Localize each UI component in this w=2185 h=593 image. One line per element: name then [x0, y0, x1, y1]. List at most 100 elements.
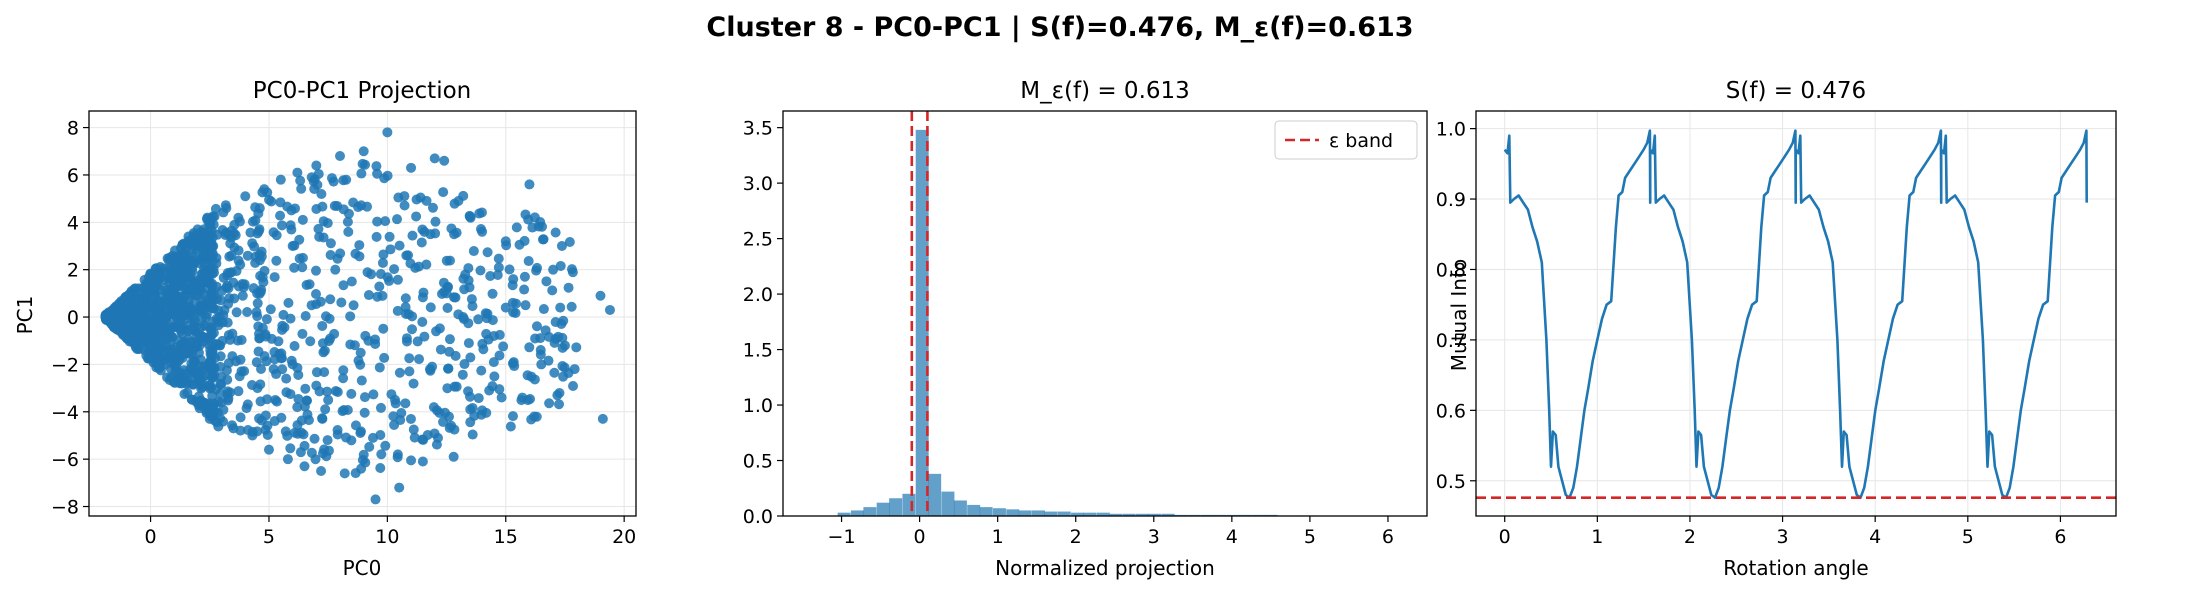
scatter-point	[235, 412, 246, 423]
scatter-xlabel: PC0	[343, 556, 382, 580]
scatter-point	[355, 428, 366, 439]
scatter-point	[541, 276, 552, 287]
scatter-point	[374, 281, 385, 292]
scatter-point	[566, 301, 577, 312]
scatter-point	[356, 168, 367, 179]
scatter-point	[532, 262, 543, 273]
scatter-point	[418, 287, 429, 298]
scatter-point	[254, 328, 265, 339]
scatter-point	[389, 264, 400, 275]
scatter-point	[477, 226, 488, 237]
scatter-point	[474, 208, 485, 219]
scatter-point	[425, 302, 436, 313]
scatter-point	[173, 376, 184, 386]
scatter-point	[404, 366, 415, 377]
mutual-info-line	[1503, 129, 2088, 499]
scatter-point	[372, 216, 383, 227]
scatter-point	[176, 339, 187, 350]
scatter-point	[555, 302, 566, 313]
scatter-point	[368, 389, 379, 400]
scatter-point	[568, 380, 579, 391]
scatter-point	[322, 435, 333, 446]
scatter-point	[221, 203, 232, 214]
scatter-point	[306, 172, 317, 183]
scatter-point	[343, 208, 354, 219]
scatter-point	[192, 241, 203, 252]
scatter-point	[448, 451, 459, 462]
scatter-point	[382, 170, 393, 181]
scatter-point	[500, 302, 511, 313]
scatter-point	[197, 331, 208, 342]
scatter-ylabel: PC1	[13, 296, 37, 335]
scatter-point	[192, 397, 203, 408]
scatter-point	[332, 429, 343, 440]
scatter-point	[247, 380, 258, 391]
histogram-ytick-label: 1.5	[743, 340, 773, 362]
scatter-point	[535, 217, 546, 228]
scatter-point	[394, 367, 405, 378]
scatter-point	[160, 359, 171, 370]
scatter-ytick-label: −2	[51, 354, 79, 376]
scatter-point	[141, 289, 152, 300]
line-xlabel: Rotation angle	[1723, 556, 1869, 580]
scatter-point	[363, 290, 374, 301]
histogram-bars	[837, 129, 1408, 516]
scatter-point	[543, 331, 554, 342]
histogram-xtick-label: 2	[1070, 526, 1082, 548]
scatter-point	[353, 355, 364, 366]
scatter-point	[191, 277, 202, 288]
scatter-point	[195, 227, 206, 238]
scatter-point	[405, 413, 416, 424]
scatter-ytick-label: 4	[67, 212, 79, 234]
scatter-point	[453, 196, 464, 206]
histogram-bar	[915, 129, 929, 516]
scatter-point	[554, 399, 565, 410]
scatter-point	[232, 335, 243, 346]
scatter-point	[325, 294, 336, 305]
scatter-point	[400, 398, 411, 409]
scatter-point	[377, 257, 388, 268]
scatter-point	[235, 259, 246, 270]
scatter-point	[345, 311, 356, 322]
scatter-point	[444, 346, 455, 357]
scatter-point	[431, 326, 442, 337]
scatter-point	[552, 390, 563, 401]
scatter-point	[547, 285, 558, 296]
scatter-point	[400, 302, 411, 313]
histogram-xtick-label: 0	[914, 526, 926, 548]
scatter-point	[217, 335, 228, 346]
scatter-point	[304, 279, 315, 290]
line-ytick-label: 1.0	[1436, 119, 1466, 141]
scatter-point	[595, 290, 606, 301]
histogram-bar	[1135, 513, 1149, 516]
scatter-point	[300, 383, 311, 394]
histogram-bar	[1122, 513, 1136, 516]
scatter-point	[487, 288, 498, 299]
scatter-point	[310, 454, 321, 465]
histogram-bar	[889, 498, 903, 516]
scatter-point	[427, 202, 438, 213]
scatter-point	[507, 280, 518, 291]
line-ytick-label: 0.7	[1436, 330, 1466, 352]
scatter-point	[356, 375, 367, 386]
scatter-point	[237, 278, 248, 289]
scatter-point	[485, 271, 496, 282]
histogram-bar	[1057, 511, 1071, 516]
scatter-point	[439, 155, 450, 166]
scatter-point	[465, 391, 476, 402]
histogram-bar	[902, 493, 916, 516]
scatter-point	[488, 331, 499, 341]
scatter-point	[178, 238, 189, 249]
scatter-point	[417, 456, 428, 467]
scatter-point	[375, 463, 386, 474]
scatter-frame	[88, 110, 637, 517]
scatter-point	[182, 284, 193, 295]
scatter-point	[290, 203, 301, 214]
histogram-bar	[1044, 511, 1058, 516]
scatter-point	[438, 187, 449, 198]
scatter-point	[519, 284, 530, 295]
scatter-point	[292, 167, 303, 178]
scatter-point	[407, 230, 418, 241]
scatter-point	[311, 160, 322, 171]
scatter-point	[417, 434, 428, 445]
